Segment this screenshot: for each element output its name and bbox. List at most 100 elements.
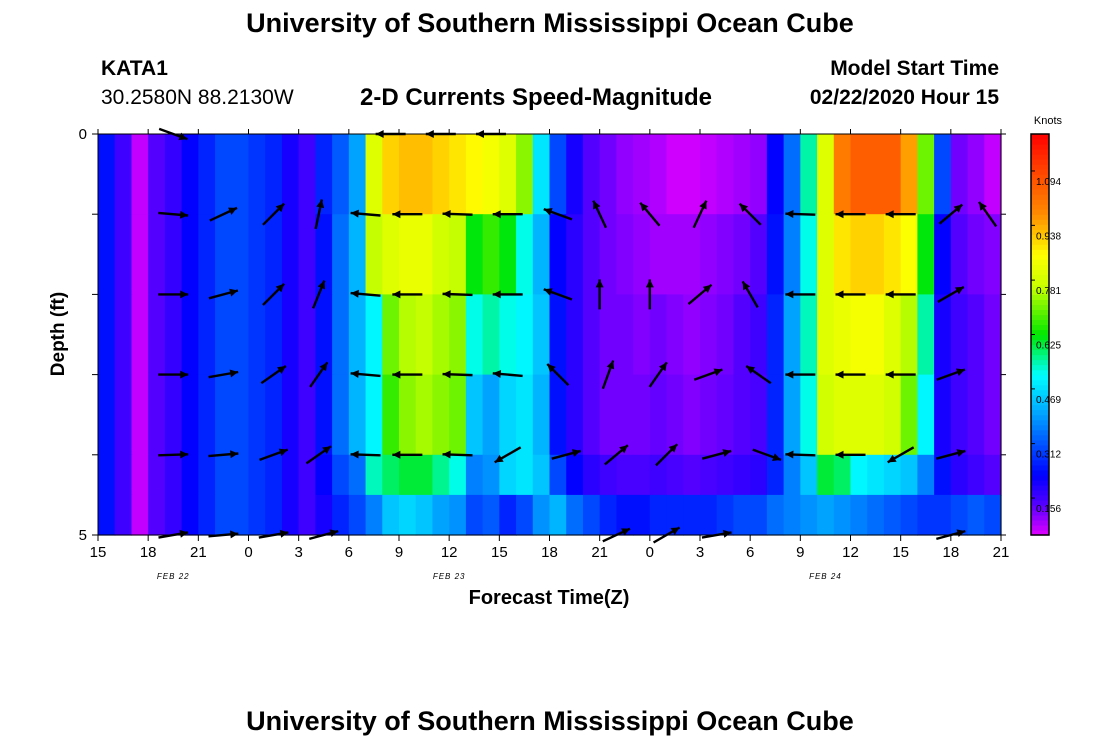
heatmap-cell: [633, 294, 651, 376]
current-vector-arrow: [208, 288, 239, 300]
heatmap-cell: [265, 214, 283, 295]
heatmap-cell: [716, 494, 735, 536]
heatmap-cell: [850, 134, 868, 215]
heatmap-cell: [984, 134, 1002, 215]
heatmap-cell: [750, 134, 768, 215]
colorbar-segment: [1031, 424, 1049, 431]
heatmap-cell: [599, 454, 617, 496]
heatmap-cell: [700, 294, 718, 376]
current-vector-arrow: [546, 363, 570, 387]
current-vector-arrow: [260, 365, 287, 385]
heatmap-cell: [348, 374, 367, 456]
heatmap-cell: [616, 214, 634, 295]
colorbar-segment: [1031, 149, 1049, 155]
current-vector-arrow: [312, 280, 326, 309]
heatmap-cell: [817, 454, 835, 496]
colorbar-segment: [1031, 329, 1049, 336]
heatmap-cell: [415, 454, 434, 496]
heatmap-cell: [432, 454, 450, 496]
colorbar-tick-label: 1.094: [1036, 177, 1061, 188]
colorbar-segment: [1031, 209, 1049, 215]
heatmap-cell: [833, 294, 852, 376]
heatmap-cell: [315, 214, 333, 295]
colorbar-segment: [1031, 144, 1049, 150]
heatmap-cell: [900, 294, 918, 376]
heatmap-cell: [633, 134, 651, 215]
heatmap-cell: [750, 214, 768, 295]
heatmap-cell: [984, 214, 1002, 295]
current-vector-arrow: [350, 370, 381, 378]
date-label: FEB 24: [809, 572, 842, 581]
heatmap-cell: [917, 294, 935, 376]
heatmap-cell: [298, 374, 316, 456]
current-vector-arrow: [693, 368, 723, 381]
heatmap-cell: [348, 494, 367, 536]
heatmap-cell: [231, 214, 250, 295]
colorbar-segment: [1031, 314, 1049, 321]
x-tick-label: 6: [345, 544, 353, 561]
heatmap-cell: [950, 374, 969, 456]
heatmap-cell: [148, 294, 166, 376]
heatmap-cell: [148, 494, 166, 536]
axes: 15 18 21 0 3 6 9 12 15 18 21 0 3 6 9 12 15 18 21 FEB 22 FEB …: [79, 126, 1010, 581]
x-axis-label: Forecast Time(Z): [469, 587, 630, 609]
heatmap-cell: [198, 214, 216, 295]
colorbar-segment: [1031, 189, 1049, 195]
heatmap-cell: [98, 294, 116, 376]
heatmap-cell: [967, 214, 985, 295]
heatmap-cell: [750, 494, 768, 536]
heatmap-cell: [465, 294, 484, 376]
colorbar-segment: [1031, 529, 1049, 536]
heatmap-cell: [465, 494, 484, 536]
heatmap-cell: [950, 454, 969, 496]
heatmap-cell: [934, 294, 952, 376]
current-vector-arrow: [885, 210, 916, 219]
heatmap-cell: [265, 494, 283, 536]
colorbar-segment: [1031, 404, 1049, 411]
heatmap-cell: [950, 134, 969, 215]
heatmap-cell: [766, 134, 785, 215]
heatmap-cell: [248, 294, 266, 376]
heatmap-cell: [616, 134, 634, 215]
colorbar-segment: [1031, 524, 1049, 531]
colorbar-segment: [1031, 214, 1049, 220]
heatmap-cell: [332, 494, 350, 536]
heatmap-cell: [850, 294, 868, 376]
heatmap-cell: [449, 494, 467, 536]
heatmap-cell: [148, 454, 166, 496]
colorbar-segment: [1031, 429, 1049, 436]
current-vector-arrow: [885, 370, 916, 379]
heatmap-cell: [265, 374, 283, 456]
heatmap-cell: [867, 294, 885, 376]
current-vector-arrow: [595, 279, 604, 310]
heatmap-cell: [984, 294, 1002, 376]
colorbar-segment: [1031, 374, 1049, 381]
heatmap-cell: [967, 374, 985, 456]
current-vector-arrow: [835, 210, 866, 219]
colorbar-segment: [1031, 459, 1049, 466]
heatmap-cell: [733, 134, 751, 215]
current-vector-arrow: [785, 370, 816, 379]
current-vector-arrow: [492, 290, 523, 299]
y-axis-label: Depth (ft): [48, 292, 69, 376]
heatmap-cell: [332, 294, 350, 376]
heatmap-cell: [231, 494, 250, 536]
heatmap-cell: [415, 374, 434, 456]
main-title: University of Southern Mississippi Ocean…: [246, 8, 854, 38]
current-vector-arrow: [835, 290, 866, 299]
heatmap-cell: [666, 374, 684, 456]
heatmap-cell: [315, 494, 333, 536]
heatmap-cell: [181, 214, 199, 295]
heatmap-cell: [332, 374, 350, 456]
heatmap-cell: [716, 374, 735, 456]
colorbar-segment: [1031, 394, 1049, 401]
heatmap-cell: [917, 134, 935, 215]
current-vector-arrow: [604, 444, 629, 466]
heatmap-cell: [449, 294, 467, 376]
heatmap-cell: [683, 294, 701, 376]
colorbar-tick-label: 0.156: [1036, 504, 1061, 515]
heatmap-cell: [967, 134, 985, 215]
heatmap-cell: [332, 134, 350, 215]
current-vector-arrow: [208, 450, 239, 459]
heatmap-cell: [867, 454, 885, 496]
